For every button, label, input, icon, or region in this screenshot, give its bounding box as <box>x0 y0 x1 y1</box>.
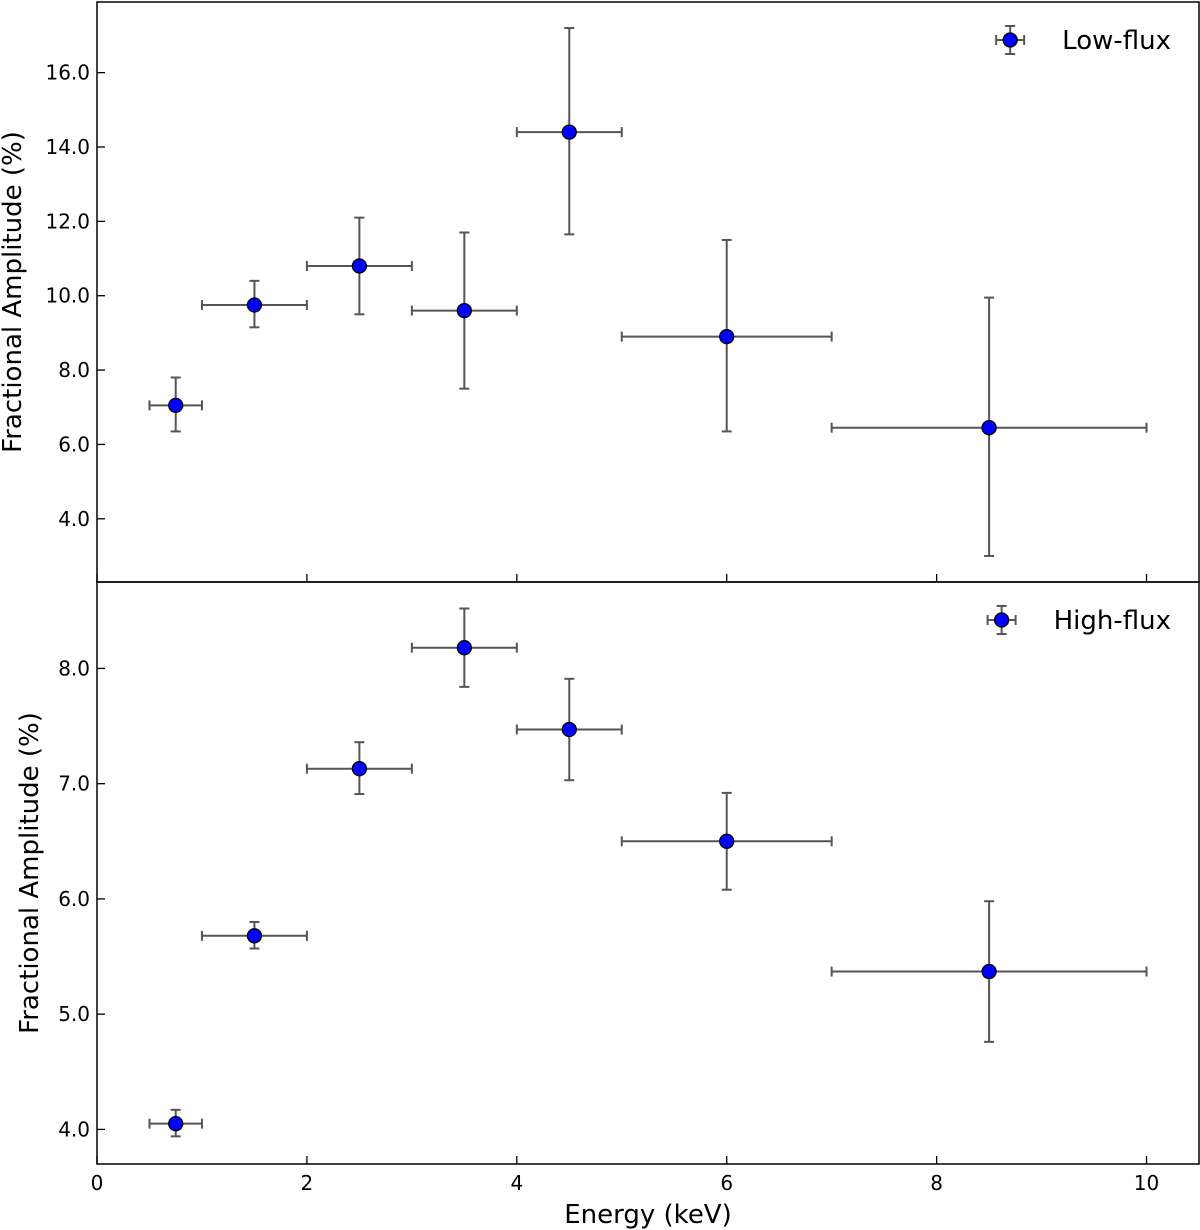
y-tick-label: 6.0 <box>58 887 90 911</box>
y-tick-label: 6.0 <box>58 432 90 456</box>
data-point <box>200 279 308 329</box>
top-x-axis <box>96 574 1148 582</box>
x-axis-label: Energy (keV) <box>564 1200 732 1230</box>
data-marker <box>561 124 577 140</box>
y-tick-label: 10.0 <box>45 284 90 308</box>
y-tick-label: 4.0 <box>58 507 90 531</box>
x-tick-label: 10 <box>1134 1171 1159 1195</box>
bottom-y-axis-label: Fractional Amplitude (%) <box>15 712 45 1034</box>
bottom-panel-frame <box>96 581 1200 1165</box>
data-marker <box>168 397 184 414</box>
data-point <box>830 296 1148 557</box>
bottom-data-points <box>148 607 1148 1138</box>
x-tick-label: 0 <box>91 1171 104 1195</box>
data-point <box>148 1108 203 1138</box>
bottom-panel: 4.0 5.0 6.0 7.0 8.0 0 2 4 6 8 10 High-flux Fracti… <box>15 581 1200 1230</box>
x-tick-label: 2 <box>301 1171 314 1195</box>
data-marker <box>351 761 368 777</box>
top-legend-marker <box>995 25 1026 55</box>
top-legend-label: Low-flux <box>1062 26 1171 56</box>
y-tick-label: 7.0 <box>58 772 90 796</box>
top-panel: 4.0 6.0 8.0 10.0 12.0 14.0 16.0 Low-flux Fract… <box>0 1 1200 583</box>
y-tick-label: 8.0 <box>58 358 90 382</box>
data-point <box>200 920 308 950</box>
data-marker <box>981 420 997 436</box>
top-y-axis-label: Fractional Amplitude (%) <box>0 131 28 453</box>
bottom-y-axis: 4.0 5.0 6.0 7.0 8.0 <box>58 656 105 1141</box>
y-tick-label: 5.0 <box>58 1002 90 1026</box>
data-marker <box>981 963 997 980</box>
top-legend: Low-flux <box>995 25 1171 56</box>
data-point <box>410 231 518 390</box>
top-data-points <box>148 27 1148 557</box>
bottom-legend-label: High-flux <box>1054 606 1171 636</box>
data-marker <box>351 258 368 274</box>
x-tick-label: 6 <box>720 1171 733 1195</box>
data-point <box>410 607 518 688</box>
legend-marker-dot <box>993 612 1010 628</box>
y-tick-label: 16.0 <box>45 61 90 85</box>
data-marker <box>246 928 263 944</box>
y-tick-label: 4.0 <box>58 1117 90 1141</box>
top-y-axis: 4.0 6.0 8.0 10.0 12.0 14.0 16.0 <box>45 61 105 531</box>
bottom-x-axis: 0 2 4 6 8 10 <box>91 1156 1159 1195</box>
y-tick-label: 12.0 <box>45 209 90 233</box>
data-marker <box>168 1116 184 1132</box>
data-point <box>620 791 833 891</box>
bottom-legend: High-flux <box>986 605 1171 636</box>
data-marker <box>719 833 735 849</box>
data-point <box>830 900 1148 1043</box>
data-point <box>515 677 623 782</box>
data-marker <box>561 721 577 738</box>
y-tick-label: 8.0 <box>58 656 90 680</box>
data-point <box>305 741 413 796</box>
data-point <box>148 376 203 433</box>
top-panel-frame <box>96 1 1200 583</box>
data-marker <box>456 302 472 319</box>
x-tick-label: 4 <box>510 1171 523 1195</box>
legend-marker-dot <box>1002 32 1018 48</box>
data-point <box>515 27 623 236</box>
data-marker <box>456 640 472 656</box>
x-tick-label: 8 <box>930 1171 943 1195</box>
data-point <box>305 216 413 316</box>
data-point <box>620 238 833 433</box>
data-marker <box>246 297 263 313</box>
y-tick-label: 14.0 <box>45 135 90 159</box>
bottom-legend-marker <box>986 605 1017 635</box>
data-marker <box>719 328 735 345</box>
